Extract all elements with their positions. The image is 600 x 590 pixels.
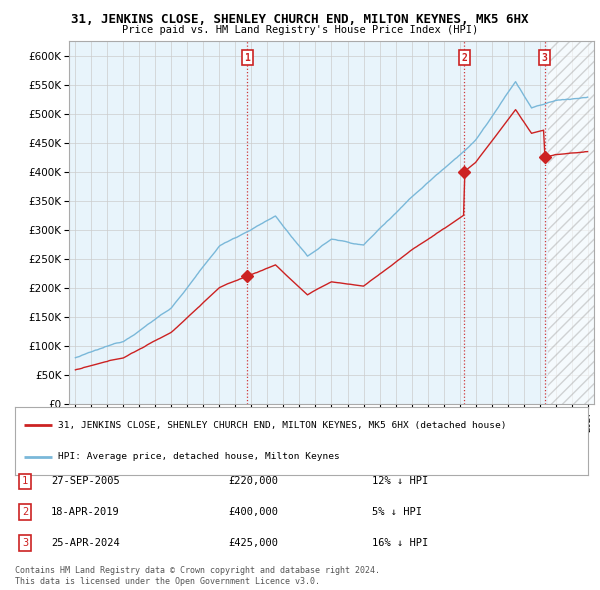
Text: 3: 3: [542, 53, 548, 63]
Text: Price paid vs. HM Land Registry's House Price Index (HPI): Price paid vs. HM Land Registry's House …: [122, 25, 478, 35]
Bar: [548, 41, 600, 404]
Text: 5% ↓ HPI: 5% ↓ HPI: [372, 507, 422, 517]
Text: 3: 3: [22, 538, 28, 548]
Text: 27-SEP-2005: 27-SEP-2005: [51, 477, 120, 486]
Text: 16% ↓ HPI: 16% ↓ HPI: [372, 538, 428, 548]
Text: 2: 2: [22, 507, 28, 517]
Text: 12% ↓ HPI: 12% ↓ HPI: [372, 477, 428, 486]
Text: 1: 1: [22, 477, 28, 486]
Text: 2: 2: [461, 53, 467, 63]
Bar: [548, 41, 600, 404]
Text: HPI: Average price, detached house, Milton Keynes: HPI: Average price, detached house, Milt…: [58, 452, 340, 461]
Text: Contains HM Land Registry data © Crown copyright and database right 2024.: Contains HM Land Registry data © Crown c…: [15, 566, 380, 575]
Text: 31, JENKINS CLOSE, SHENLEY CHURCH END, MILTON KEYNES, MK5 6HX (detached house): 31, JENKINS CLOSE, SHENLEY CHURCH END, M…: [58, 421, 506, 430]
Text: This data is licensed under the Open Government Licence v3.0.: This data is licensed under the Open Gov…: [15, 577, 320, 586]
Text: £400,000: £400,000: [228, 507, 278, 517]
Text: 18-APR-2019: 18-APR-2019: [51, 507, 120, 517]
Text: £425,000: £425,000: [228, 538, 278, 548]
Text: 31, JENKINS CLOSE, SHENLEY CHURCH END, MILTON KEYNES, MK5 6HX: 31, JENKINS CLOSE, SHENLEY CHURCH END, M…: [71, 13, 529, 26]
Text: £220,000: £220,000: [228, 477, 278, 486]
Text: 25-APR-2024: 25-APR-2024: [51, 538, 120, 548]
Text: 1: 1: [244, 53, 250, 63]
